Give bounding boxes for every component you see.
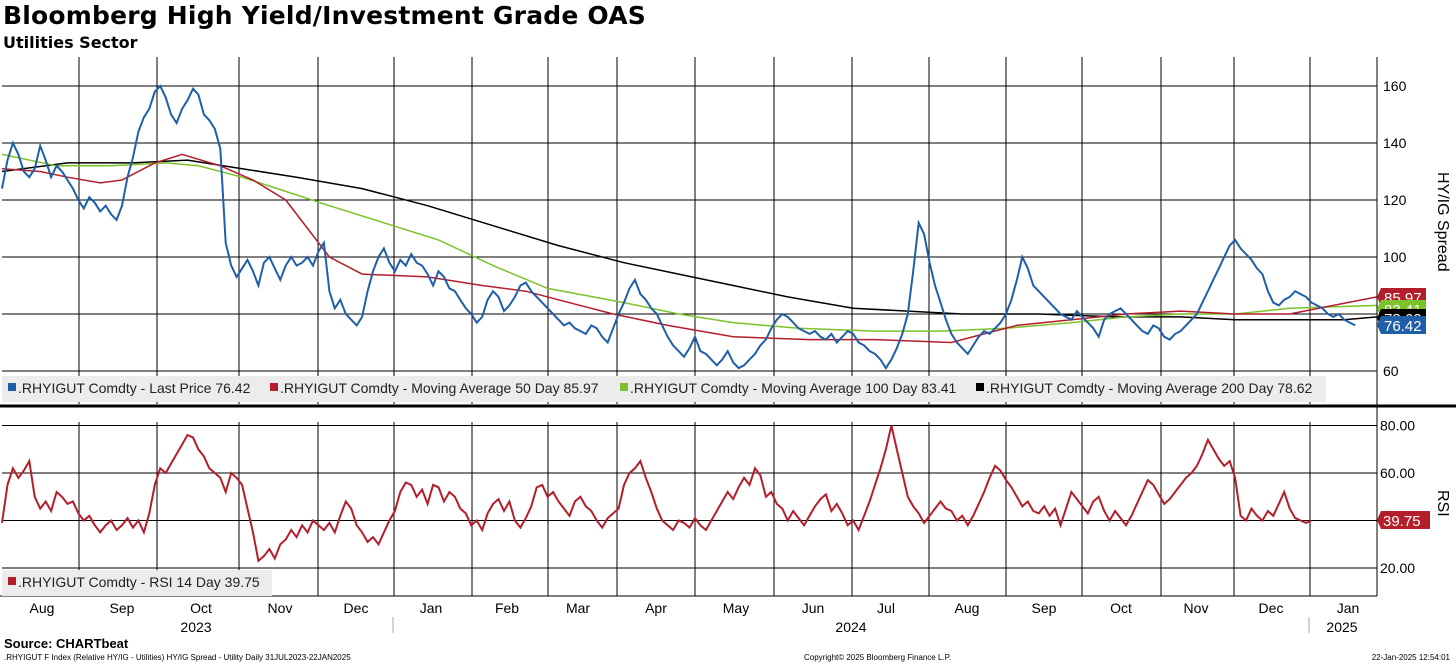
month-tick-label: Jan — [1337, 600, 1360, 616]
rsi-tick-label: 20.00 — [1380, 560, 1415, 576]
month-tick-label: Nov — [268, 600, 293, 616]
rsi-legend-box — [2, 570, 272, 596]
legend-entry: .RHYIGUT Comdty - Moving Average 200 Day… — [986, 380, 1313, 396]
price-tick-label: 100 — [1383, 249, 1407, 265]
price-tick-label: 120 — [1383, 192, 1407, 208]
month-tick-label: Jan — [420, 600, 443, 616]
last-price-tag-shape — [1377, 316, 1426, 334]
rsi-tick-label: 80.00 — [1380, 418, 1415, 434]
legend-entry: .RHYIGUT Comdty - RSI 14 Day 39.75 — [18, 574, 260, 590]
legend-swatch — [976, 383, 984, 391]
series-line-ma — [1, 153, 1378, 332]
month-tick-label: Oct — [1110, 600, 1132, 616]
month-tick-label: Jul — [877, 600, 895, 616]
grid-lines — [2, 57, 1377, 596]
price-tick-label: 160 — [1383, 78, 1407, 94]
rsi-tick-label: 60.00 — [1380, 465, 1415, 481]
month-tick-label: Sep — [110, 600, 135, 616]
axis-layer: 160 140 120 100 60 80.00 60.00 20.00 HY/IG Sprea… — [0, 57, 1456, 635]
series-line-ma — [1, 153, 1378, 344]
last-price-tag: 76.42 — [1377, 316, 1426, 335]
series-line-ma — [1, 159, 1378, 321]
rsi-last-tag-shape — [1377, 511, 1430, 529]
month-tick-label: Nov — [1184, 600, 1209, 616]
month-tick-label: Sep — [1032, 600, 1057, 616]
source-note: Source: CHARTbeat — [4, 636, 129, 651]
month-tick-label: Mar — [566, 600, 590, 616]
legend-entry: .RHYIGUT Comdty - Last Price 76.42 — [18, 380, 251, 396]
price-legend-box — [2, 376, 1326, 402]
footer-timestamp: 22-Jan-2025 12:54:01 — [1371, 653, 1450, 662]
month-tick-label: Dec — [344, 600, 369, 616]
month-tick-label: Aug — [30, 600, 55, 616]
footer-left: .RHYIGUT F Index (Relative HY/IG - Utili… — [4, 653, 351, 662]
price-tick-label: 60 — [1383, 363, 1399, 379]
month-tick-label: Dec — [1259, 600, 1284, 616]
year-tick-label: 2023 — [180, 619, 211, 635]
legend-swatch — [620, 383, 628, 391]
year-tick-label: 2025 — [1326, 619, 1357, 635]
legend-swatch — [8, 383, 16, 391]
legend-swatch — [270, 383, 278, 391]
footer-copyright: Copyright© 2025 Bloomberg Finance L.P. — [804, 653, 952, 662]
legend-layer: .RHYIGUT Comdty - Last Price 76.42 .RHYIG… — [2, 376, 1326, 596]
month-tick-label: Jun — [802, 600, 825, 616]
rsi-axis-title: RSI — [1434, 490, 1451, 517]
month-tick-label: Aug — [955, 600, 980, 616]
chart-subtitle: Utilities Sector — [3, 33, 138, 52]
series-layer — [1, 84, 1378, 563]
month-tick-label: Oct — [190, 600, 212, 616]
rsi-last-tag-text: 39.75 — [1383, 513, 1421, 530]
month-tick-label: May — [723, 600, 749, 616]
legend-entry: .RHYIGUT Comdty - Moving Average 50 Day … — [280, 380, 599, 396]
legend-swatch — [8, 577, 16, 585]
legend-entry: .RHYIGUT Comdty - Moving Average 100 Day… — [630, 380, 957, 396]
year-tick-label: 2024 — [835, 619, 866, 635]
series-line-rsi — [1, 425, 1312, 563]
last-price-tag-text: 76.42 — [1384, 318, 1422, 335]
month-tick-label: Apr — [645, 600, 667, 616]
month-tick-label: Feb — [495, 600, 519, 616]
series-line-last-price — [1, 84, 1356, 370]
price-tick-label: 140 — [1383, 135, 1407, 151]
price-axis-title: HY/IG Spread — [1434, 172, 1451, 272]
chart-title: Bloomberg High Yield/Investment Grade OA… — [3, 1, 646, 30]
rsi-last-tag: 39.75 — [1377, 511, 1430, 530]
